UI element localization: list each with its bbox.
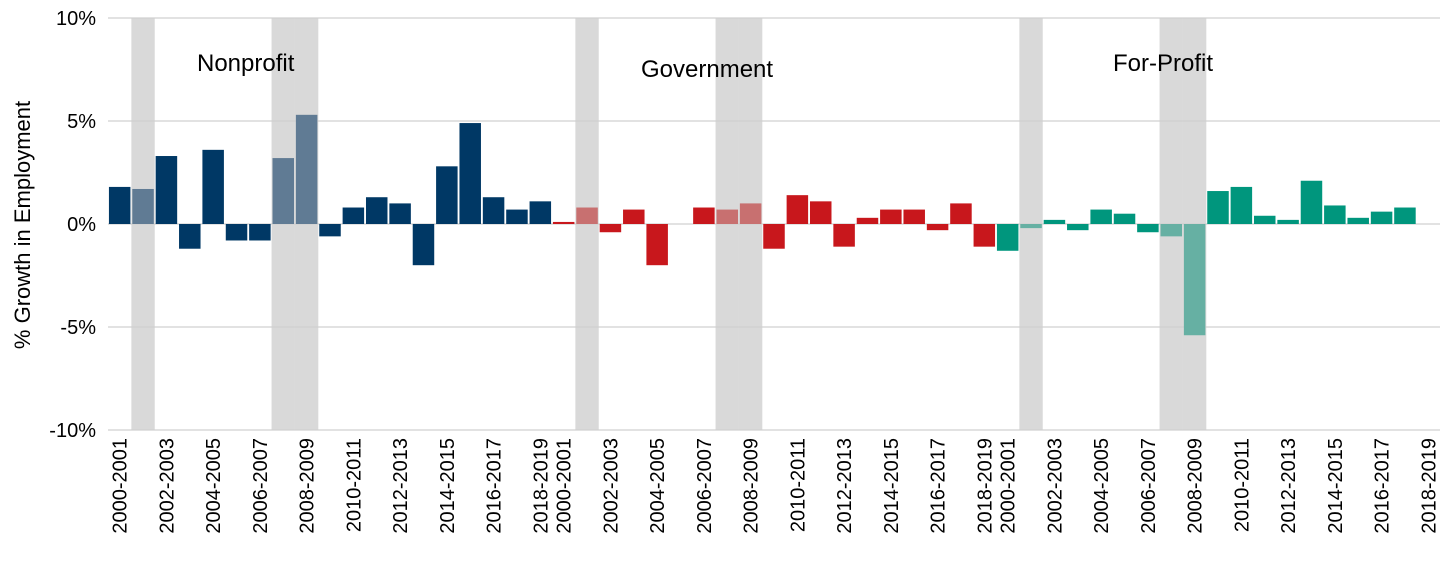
bar-government-2017-2018	[950, 203, 971, 224]
x-tick-label: 2012-2013	[834, 438, 856, 534]
x-tick-label: 2010-2011	[787, 438, 809, 532]
bar-government-2011-2012	[810, 201, 831, 224]
bar-nonprofit-2003-2004	[179, 224, 200, 249]
y-axis-ticks: 10% 5% 0% -5% -10%	[49, 8, 96, 442]
bar-nonprofit-2018-2019	[530, 201, 551, 224]
bar-nonprofit-2016-2017	[483, 197, 504, 224]
x-tick-label: 2010-2011	[343, 438, 365, 532]
bar-government-2003-2004	[623, 210, 644, 224]
bar-for-profit-2014-2015	[1324, 205, 1345, 224]
x-tick-label: 2016-2017	[928, 438, 950, 534]
bar-government-2012-2013	[833, 224, 854, 247]
panel-label-for-profit: For-Profit	[1113, 50, 1213, 77]
bar-government-2006-2007	[693, 208, 714, 224]
bar-for-profit-2012-2013	[1277, 220, 1298, 224]
bar-government-2000-2001	[553, 222, 574, 224]
bar-for-profit-2008-2009	[1184, 224, 1205, 335]
bar-nonprofit-2001-2002	[132, 189, 153, 224]
bar-for-profit-2000-2001	[997, 224, 1018, 251]
bar-government-2009-2010	[763, 224, 784, 249]
x-tick-label: 2018-2019	[1418, 438, 1440, 534]
x-tick-label: 2004-2005	[647, 438, 669, 534]
bar-nonprofit-2013-2014	[413, 224, 434, 265]
y-tick-label: -5%	[60, 317, 96, 339]
x-tick-label: 2004-2005	[1091, 438, 1113, 534]
bar-nonprofit-2004-2005	[202, 150, 223, 224]
bar-nonprofit-2005-2006	[226, 224, 247, 240]
bar-for-profit-2011-2012	[1254, 216, 1275, 224]
bar-nonprofit-2010-2011	[343, 208, 364, 224]
bar-for-profit-2017-2018	[1394, 208, 1415, 224]
x-tick-label: 2006-2007	[1138, 438, 1160, 534]
bar-government-2016-2017	[927, 224, 948, 230]
bar-nonprofit-2000-2001	[109, 187, 130, 224]
x-tick-label: 2000-2001	[554, 438, 576, 534]
bar-for-profit-2003-2004	[1067, 224, 1088, 230]
bar-government-2010-2011	[787, 195, 808, 224]
x-tick-label: 2006-2007	[250, 438, 272, 534]
x-tick-label: 2002-2003	[156, 438, 178, 534]
bar-government-2008-2009	[740, 203, 761, 224]
bar-government-2015-2016	[903, 210, 924, 224]
x-tick-label: 2000-2001	[110, 438, 132, 534]
bar-nonprofit-2009-2010	[319, 224, 340, 236]
x-tick-label: 2018-2019	[530, 438, 552, 534]
x-tick-label: 2008-2009	[297, 438, 319, 534]
x-tick-label: 2014-2015	[1325, 438, 1347, 534]
bar-nonprofit-2007-2008	[273, 158, 294, 224]
bar-for-profit-2015-2016	[1347, 218, 1368, 224]
bar-nonprofit-2008-2009	[296, 115, 317, 224]
bar-for-profit-2002-2003	[1044, 220, 1065, 224]
x-tick-label: 2008-2009	[1185, 438, 1207, 534]
bar-for-profit-2004-2005	[1090, 210, 1111, 224]
x-tick-label: 2014-2015	[437, 438, 459, 534]
bar-for-profit-2016-2017	[1371, 212, 1392, 224]
bar-government-2002-2003	[600, 224, 621, 232]
bar-nonprofit-2006-2007	[249, 224, 270, 240]
y-tick-label: -10%	[49, 420, 96, 442]
bar-nonprofit-2011-2012	[366, 197, 387, 224]
bar-for-profit-2006-2007	[1137, 224, 1158, 232]
panel-label-nonprofit: Nonprofit	[197, 50, 295, 77]
bar-government-2018-2019	[974, 224, 995, 247]
bar-nonprofit-2002-2003	[156, 156, 177, 224]
x-tick-label: 2018-2019	[974, 438, 996, 534]
x-tick-label: 2014-2015	[881, 438, 903, 534]
bar-for-profit-2010-2011	[1231, 187, 1252, 224]
x-tick-label: 2016-2017	[1372, 438, 1394, 534]
bar-nonprofit-2017-2018	[506, 210, 527, 224]
x-tick-label: 2016-2017	[484, 438, 506, 534]
bar-for-profit-2013-2014	[1301, 181, 1322, 224]
x-axis-ticks: 2000-2001 2002-2003 2004-2005 2006-2007 2008…	[110, 438, 1441, 534]
bar-for-profit-2005-2006	[1114, 214, 1135, 224]
bar-nonprofit-2014-2015	[436, 166, 457, 224]
y-tick-label: 5%	[67, 111, 96, 133]
x-tick-label: 2006-2007	[694, 438, 716, 534]
bar-government-2001-2002	[576, 208, 597, 224]
x-tick-label: 2002-2003	[1044, 438, 1066, 534]
y-tick-label: 0%	[67, 214, 96, 236]
x-tick-label: 2004-2005	[203, 438, 225, 534]
bar-government-2013-2014	[857, 218, 878, 224]
panel-labels: Nonprofit Government For-Profit	[197, 50, 1213, 83]
y-axis-label: % Growth in Employment	[10, 101, 35, 349]
bar-for-profit-2001-2002	[1020, 224, 1041, 228]
bar-nonprofit-2015-2016	[459, 123, 480, 224]
x-tick-label: 2012-2013	[1278, 438, 1300, 534]
x-tick-label: 2008-2009	[741, 438, 763, 534]
panel-label-government: Government	[641, 56, 773, 83]
bar-for-profit-2007-2008	[1161, 224, 1182, 236]
bar-nonprofit-2012-2013	[389, 203, 410, 224]
x-tick-label: 2012-2013	[390, 438, 412, 534]
x-tick-label: 2000-2001	[998, 438, 1020, 534]
bar-government-2014-2015	[880, 210, 901, 224]
x-tick-label: 2002-2003	[600, 438, 622, 534]
bar-government-2004-2005	[646, 224, 667, 265]
bar-for-profit-2009-2010	[1207, 191, 1228, 224]
x-tick-label: 2010-2011	[1231, 438, 1253, 532]
bar-government-2007-2008	[717, 210, 738, 224]
y-tick-label: 10%	[56, 8, 96, 30]
